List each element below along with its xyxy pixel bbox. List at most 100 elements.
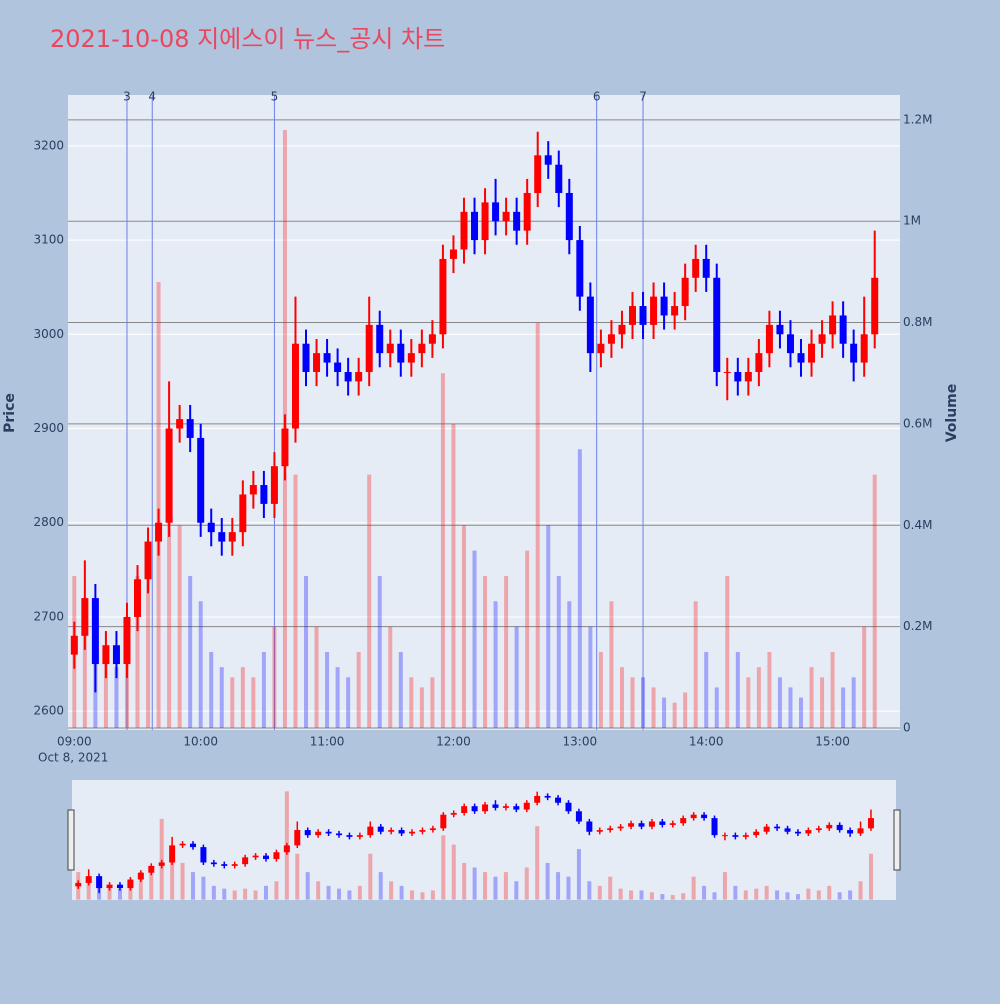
- mini-volume-bar: [608, 876, 613, 900]
- mini-candle-body: [398, 830, 405, 834]
- mini-candle-body: [826, 824, 833, 829]
- candle-body: [302, 343, 310, 372]
- volume-bar: [609, 601, 614, 728]
- volume-bar: [746, 677, 751, 728]
- mini-volume-bar: [576, 849, 581, 900]
- mini-volume-bar: [775, 890, 780, 900]
- mini-candle-body: [75, 882, 82, 887]
- candle-body: [607, 334, 615, 344]
- y2-tick-label: 1.2M: [903, 112, 932, 126]
- candle-body: [218, 532, 226, 542]
- mini-volume-bar: [316, 881, 321, 900]
- y-tick-label: 2800: [33, 515, 64, 529]
- mini-candle-body: [742, 835, 749, 837]
- candle-body: [397, 343, 405, 363]
- candle-body: [597, 343, 605, 354]
- volume-bar: [735, 651, 740, 728]
- volume-bar: [788, 687, 793, 728]
- mini-candle-body: [419, 830, 426, 832]
- candle-body: [334, 362, 342, 372]
- volume-bar: [230, 677, 235, 728]
- mini-candle-body: [346, 835, 353, 837]
- y-tick-label: 3100: [33, 233, 64, 247]
- volume-bar: [872, 474, 877, 728]
- mini-volume-bar: [295, 853, 300, 900]
- mini-candle-body: [836, 824, 843, 831]
- mini-candle-body: [137, 872, 144, 880]
- candle-body: [723, 371, 731, 373]
- candle-body: [270, 466, 278, 504]
- mini-candle-body: [106, 884, 113, 889]
- candle-body: [692, 258, 700, 278]
- candle-body: [639, 306, 647, 325]
- y2-tick-label: 0: [903, 720, 911, 734]
- mini-candle-body: [450, 812, 457, 815]
- candle-body: [839, 315, 847, 344]
- mini-volume-bar: [806, 888, 811, 900]
- candle-body: [850, 343, 858, 363]
- mini-candle-body: [169, 845, 176, 863]
- slider-handle[interactable]: [893, 809, 901, 871]
- y2-tick-label: 1M: [903, 214, 921, 228]
- mini-volume-bar: [305, 872, 310, 900]
- mini-candle-body: [721, 835, 728, 837]
- mini-candle-body: [784, 828, 791, 832]
- slider-handle[interactable]: [67, 809, 75, 871]
- volume-bar: [619, 667, 624, 728]
- volume-bar: [346, 677, 351, 728]
- mini-volume-bar: [326, 885, 331, 900]
- mini-candle-body: [867, 818, 874, 829]
- mini-volume-bar: [389, 881, 394, 900]
- mini-volume-bar: [764, 885, 769, 900]
- mini-volume-bar: [493, 876, 498, 900]
- y2-tick-label: 0.2M: [903, 619, 932, 633]
- volume-bar: [209, 651, 214, 728]
- volume-bar: [409, 677, 414, 728]
- candle-body: [544, 155, 552, 165]
- volume-bar: [114, 667, 119, 728]
- volume-bar: [272, 626, 277, 728]
- volume-bar: [219, 667, 224, 728]
- candle-body: [102, 645, 110, 665]
- mini-candle-body: [471, 806, 478, 812]
- mini-volume-bar: [660, 894, 665, 900]
- mini-volume-bar: [597, 885, 602, 900]
- mini-candle-body: [221, 864, 228, 866]
- candle-body: [386, 343, 394, 354]
- mini-volume-bar: [743, 890, 748, 900]
- volume-bar: [314, 626, 319, 728]
- candle-body: [860, 334, 868, 363]
- x-date-label: Oct 8, 2021: [38, 751, 108, 765]
- candle-body: [671, 306, 679, 316]
- mini-volume-bar: [816, 890, 821, 900]
- range-slider[interactable]: [72, 780, 896, 900]
- mini-volume-bar: [754, 888, 759, 900]
- mini-candle-body: [575, 811, 582, 822]
- candle-body: [502, 211, 510, 222]
- candle-body: [70, 635, 78, 655]
- mini-candle-body: [242, 857, 249, 865]
- mini-candle-body: [283, 845, 290, 853]
- x-tick-label: 15:00: [815, 735, 850, 749]
- volume-bar: [177, 525, 182, 728]
- mini-volume-bar: [337, 888, 342, 900]
- mini-candle-body: [231, 864, 238, 866]
- mini-candle-body: [638, 823, 645, 827]
- mini-volume-bar: [712, 892, 717, 900]
- mini-volume-bar: [722, 872, 727, 900]
- volume-bar: [756, 667, 761, 728]
- candle-body: [871, 277, 879, 335]
- volume-bar: [240, 667, 245, 728]
- mini-volume-bar: [545, 862, 550, 900]
- candle-body: [818, 334, 826, 344]
- candle-body: [713, 277, 721, 372]
- mini-candle-body: [304, 830, 311, 836]
- mini-volume-bar: [117, 888, 122, 900]
- candle-body: [134, 579, 142, 617]
- mini-volume-bar: [733, 885, 738, 900]
- mini-volume-bar: [503, 872, 508, 900]
- candle-body: [197, 437, 205, 523]
- volume-bar: [335, 667, 340, 728]
- mini-candle-body: [534, 795, 541, 803]
